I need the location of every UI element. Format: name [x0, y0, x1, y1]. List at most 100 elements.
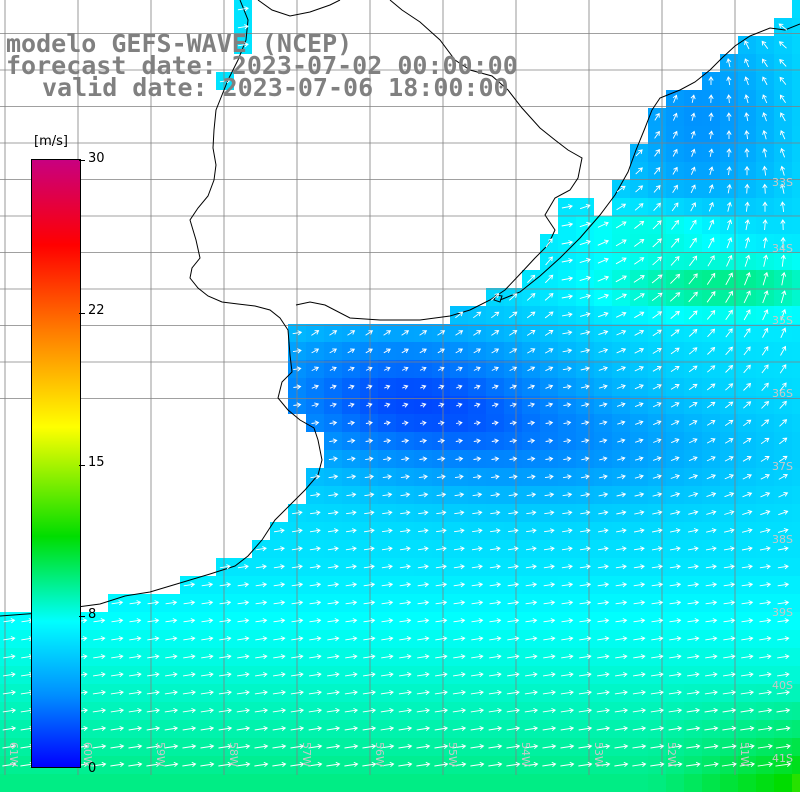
wind-arrow: [563, 402, 572, 408]
wind-arrow: [724, 456, 734, 462]
wind-arrow: [723, 636, 736, 642]
wind-arrow: [760, 474, 770, 480]
wind-arrow: [651, 618, 664, 624]
wind-arrow: [146, 761, 161, 768]
wind-arrow: [760, 509, 771, 516]
wind-arrow: [456, 384, 463, 390]
wind-arrow: [762, 183, 768, 194]
wind-arrow: [707, 346, 716, 355]
wind-arrow: [417, 654, 430, 660]
wind-arrow: [201, 654, 214, 660]
wind-arrow: [255, 671, 268, 678]
wind-arrow: [705, 582, 718, 588]
wind-arrow: [308, 707, 323, 714]
wind-arrow: [434, 725, 449, 732]
wind-arrow: [183, 636, 196, 642]
wind-arrow: [759, 582, 772, 588]
wind-arrow: [561, 222, 574, 228]
wind-arrow: [471, 618, 484, 624]
wind-speed-cell: [792, 774, 800, 792]
wind-arrow: [542, 761, 557, 768]
wind-arrow: [183, 600, 196, 606]
wind-arrow: [725, 272, 733, 286]
wind-arrow: [742, 438, 752, 444]
wind-arrow: [419, 456, 428, 462]
wind-arrow: [417, 546, 429, 552]
wind-arrow: [273, 618, 286, 624]
wind-arrow: [272, 761, 287, 768]
wind-arrow: [669, 582, 682, 588]
wind-speed-cell: [792, 252, 800, 270]
wind-arrow: [92, 707, 107, 714]
wind-arrow: [777, 564, 789, 570]
wind-arrow: [290, 761, 305, 768]
title-valid-date: valid date: 2023-07-06 18:00:00: [42, 73, 509, 102]
wind-arrow: [147, 636, 160, 642]
wind-arrow: [473, 384, 481, 390]
wind-arrow: [110, 689, 124, 696]
lon-label: 52W: [665, 742, 678, 767]
wind-speed-cell: [792, 594, 800, 612]
wind-arrow: [744, 58, 750, 68]
wind-arrow: [418, 474, 428, 480]
wind-arrow: [434, 707, 449, 714]
wind-speed-cell: [720, 774, 738, 792]
wind-arrow: [777, 528, 789, 534]
wind-arrow: [380, 761, 395, 768]
title-model: modelo GEFS-WAVE (NCEP): [6, 29, 353, 58]
wind-speed-cell: [756, 774, 774, 792]
wind-arrow: [634, 510, 645, 516]
wind-arrow: [668, 761, 683, 768]
wind-arrow: [672, 184, 678, 193]
wind-arrow: [726, 201, 732, 212]
lon-label: 61W: [7, 742, 20, 767]
wind-arrow: [401, 348, 409, 354]
wind-arrow: [435, 618, 448, 624]
wind-arrow: [129, 618, 142, 624]
wind-arrow: [345, 546, 357, 552]
wind-arrow: [562, 312, 573, 318]
wind-speed-cell: [792, 684, 800, 702]
wind-arrow: [183, 582, 196, 588]
wind-arrow: [544, 528, 555, 534]
wind-arrow: [743, 364, 751, 374]
wind-arrow: [416, 707, 431, 714]
colorbar: [31, 159, 81, 768]
wind-arrow: [544, 510, 555, 516]
wind-arrow: [363, 600, 376, 606]
wind-arrow: [560, 743, 575, 750]
wind-arrow: [456, 420, 463, 426]
wind-arrow: [455, 348, 464, 354]
wind-arrow: [580, 474, 590, 480]
lon-label: 56W: [373, 742, 386, 767]
wind-arrow: [400, 528, 411, 534]
wind-arrow: [308, 689, 322, 696]
wind-arrow: [527, 366, 536, 372]
wind-arrow: [434, 761, 449, 768]
wind-arrow: [473, 474, 482, 480]
wind-arrow: [651, 564, 663, 570]
wind-arrow: [633, 582, 646, 588]
wind-arrow: [668, 689, 682, 696]
wind-arrow: [472, 492, 483, 498]
wind-arrow: [452, 725, 467, 732]
wind-arrow: [452, 707, 467, 714]
wind-arrow: [651, 546, 663, 552]
wind-arrow: [291, 546, 303, 552]
wind-arrow: [309, 528, 321, 534]
wind-arrow: [308, 761, 323, 768]
wind-arrow: [726, 254, 733, 267]
wind-arrow: [725, 401, 734, 409]
wind-arrow: [687, 671, 700, 678]
wind-speed-cell: [180, 774, 198, 792]
wind-arrow: [780, 147, 786, 158]
wind-arrow: [726, 166, 732, 176]
wind-arrow: [544, 330, 554, 336]
wind-arrow: [616, 311, 627, 318]
wind-arrow: [488, 761, 503, 768]
wind-arrow: [668, 707, 683, 714]
wind-arrow: [527, 456, 536, 462]
wind-arrow: [688, 456, 698, 462]
wind-arrow: [723, 654, 736, 660]
